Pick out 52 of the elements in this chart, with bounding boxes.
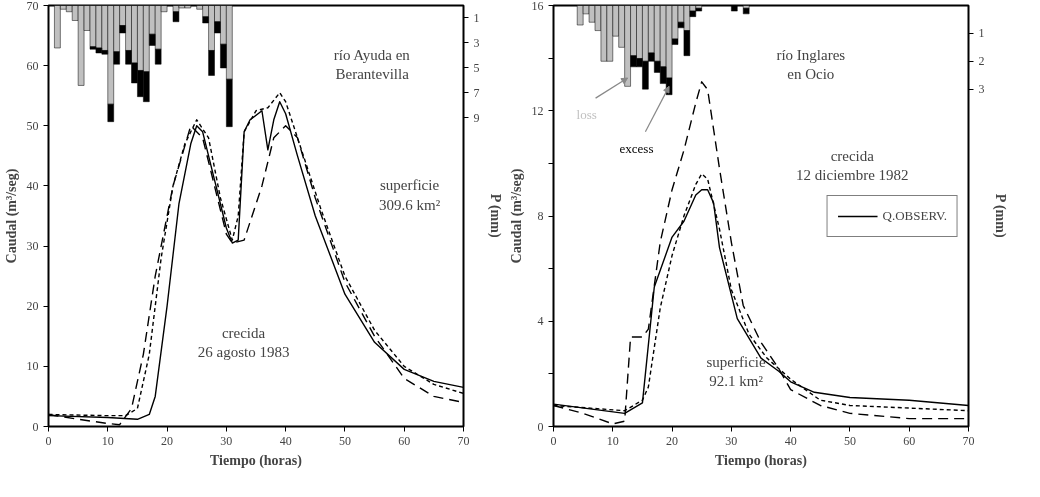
- y-axis-title: Caudal (m³/seg): [3, 168, 20, 264]
- y2-axis-title: P (mm): [991, 193, 1008, 238]
- y-tick-label: 0: [537, 419, 544, 434]
- x-tick-label: 30: [725, 433, 738, 448]
- y-tick-label: 70: [26, 0, 39, 13]
- x-tick-label: 0: [45, 433, 52, 448]
- annotation: crecida 26 agosto 1983: [197, 324, 290, 360]
- x-tick-label: 20: [666, 433, 679, 448]
- y-tick-label: 20: [26, 299, 39, 314]
- y-tick-label: 4: [537, 314, 544, 329]
- text: excess: [619, 141, 654, 157]
- x-tick-label: 20: [161, 433, 174, 448]
- y2-axis-title: P (mm): [486, 193, 503, 238]
- x-axis-title: Tiempo (horas): [210, 452, 303, 469]
- annotation: superficie 92.1 km²: [706, 354, 767, 390]
- x-tick-label: 0: [550, 433, 557, 448]
- annotation: superficie 309.6 km²: [378, 177, 441, 213]
- legend-label: Q.OBSERV.: [882, 207, 947, 224]
- y-tick-label: 8: [537, 209, 544, 223]
- y2-tick-label: 3: [978, 82, 985, 97]
- y-tick-label: 50: [26, 118, 39, 133]
- y-tick-label: 30: [26, 239, 39, 254]
- y2-tick-label: 1: [978, 26, 985, 41]
- x-tick-label: 30: [220, 433, 233, 448]
- y2-tick-label: 2: [978, 54, 985, 69]
- y2-tick-label: 5: [473, 60, 480, 75]
- y-tick-label: 60: [26, 58, 39, 73]
- x-tick-label: 60: [398, 433, 411, 448]
- x-tick-label: 50: [338, 433, 351, 448]
- y2-tick-label: 7: [473, 85, 480, 100]
- y-axis-title: Caudal (m³/seg): [508, 168, 525, 264]
- y-tick-label: 40: [26, 178, 39, 193]
- x-tick-label: 70: [962, 433, 975, 448]
- y2-tick-label: 9: [473, 110, 480, 125]
- x-axis-title: Tiempo (horas): [715, 452, 808, 469]
- y2-tick-label: 1: [473, 10, 480, 25]
- annotation: río Ayuda en Berantevilla: [333, 46, 411, 83]
- x-tick-label: 10: [101, 433, 114, 448]
- x-tick-label: 40: [784, 433, 797, 448]
- annotation: crecida 12 diciembre 1982: [796, 147, 909, 184]
- y-tick-label: 0: [32, 419, 39, 434]
- legend-label: loss: [576, 107, 597, 123]
- x-tick-label: 10: [606, 433, 619, 448]
- y-tick-label: 10: [26, 359, 39, 374]
- x-tick-label: 50: [843, 433, 856, 448]
- y2-tick-label: 3: [473, 35, 480, 50]
- y-tick-label: 12: [531, 103, 544, 118]
- x-tick-label: 40: [279, 433, 292, 448]
- y-tick-label: 16: [531, 0, 544, 13]
- x-tick-label: 60: [903, 433, 916, 448]
- annotation: río Inglares en Ocio: [776, 46, 846, 83]
- x-tick-label: 70: [457, 433, 470, 448]
